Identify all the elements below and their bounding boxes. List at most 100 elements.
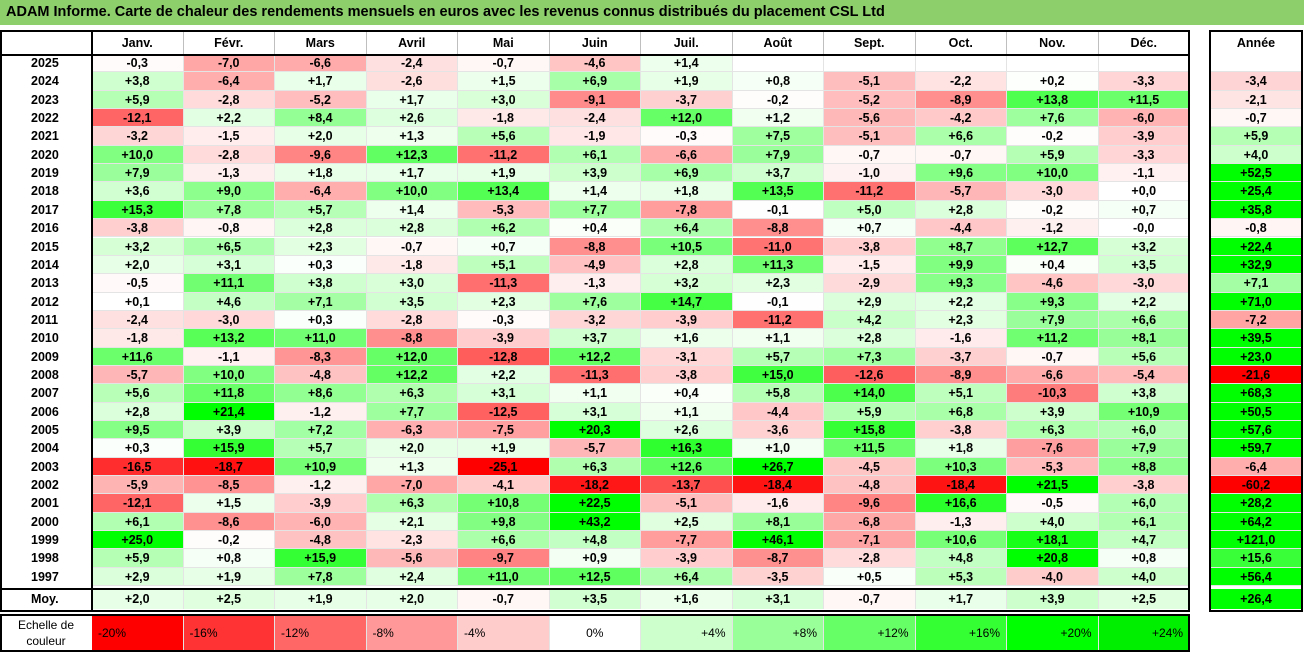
year-label: 2002	[31, 478, 59, 493]
heatmap-cell: +9,3	[1007, 292, 1099, 311]
heatmap-cell	[1098, 54, 1190, 73]
annual-cell: +64,2	[1211, 512, 1301, 532]
scale-swatch: 0%	[549, 616, 641, 650]
heatmap-cell: -1,6	[732, 494, 824, 513]
heatmap-cell: +11,0	[458, 567, 550, 587]
heatmap-cell: +3,0	[366, 274, 458, 293]
heatmap-cell: -4,1	[458, 476, 550, 495]
heatmap-cell: +6,1	[549, 145, 641, 165]
heatmap-cell: -3,8	[641, 365, 733, 385]
heatmap-cell: -3,5	[732, 567, 824, 587]
heatmap-cell: +3,8	[92, 72, 184, 91]
heatmap-cell: +11,2	[1007, 329, 1099, 348]
heatmap-cell: +1,3	[366, 127, 458, 146]
heatmap-cell: +5,8	[732, 384, 824, 403]
heatmap-cell: +12,2	[549, 347, 641, 366]
heatmap-cell: +5,7	[275, 200, 367, 220]
heatmap-cell: -3,9	[458, 329, 550, 348]
month-header: Juil.	[641, 32, 733, 54]
heatmap-cell: -3,7	[915, 347, 1007, 366]
heatmap-cell: +11,8	[183, 384, 275, 403]
heatmap-cell: -16,5	[92, 457, 184, 477]
average-cell: +1,9	[275, 589, 367, 610]
heatmap-cell: +6,2	[458, 219, 550, 238]
year-label: 1998	[31, 551, 59, 566]
heatmap-cell: +0,7	[458, 237, 550, 256]
scale-swatch: -12%	[275, 616, 367, 650]
annual-cell: +59,7	[1211, 439, 1301, 458]
heatmap-cell	[1007, 54, 1099, 73]
heatmap-cell: +3,0	[458, 90, 550, 110]
heatmap-cell: +8,1	[1098, 329, 1190, 348]
heatmap-cell: +0,8	[732, 72, 824, 91]
heatmap-cell: +3,2	[1098, 237, 1190, 256]
heatmap-cell: -2,4	[92, 310, 184, 330]
heatmap-cell: +8,7	[915, 237, 1007, 256]
heatmap-cell: +13,2	[183, 329, 275, 348]
heatmap-cell: +1,8	[641, 182, 733, 201]
scale-label: Echelle de couleur	[17, 618, 75, 648]
heatmap-cell: -9,6	[824, 494, 916, 513]
heatmap-cell: +1,1	[641, 402, 733, 421]
heatmap-cell: +2,1	[366, 512, 458, 532]
heatmap-cell: +2,3	[275, 237, 367, 256]
heatmap-cell: +9,8	[458, 512, 550, 532]
heatmap-cell: -1,8	[92, 329, 184, 348]
heatmap-cell: +6,3	[366, 384, 458, 403]
heatmap-cell: +5,7	[275, 439, 367, 458]
annual-cell: +35,8	[1211, 200, 1301, 220]
heatmap-cell: -3,9	[1098, 127, 1190, 146]
average-label: Moy.	[31, 592, 59, 607]
heatmap-cell: +0,8	[183, 549, 275, 568]
heatmap-cell: +7,1	[275, 292, 367, 311]
heatmap-cell: +15,3	[92, 200, 184, 220]
year-label: 1997	[31, 569, 59, 584]
month-header: Mars	[275, 32, 367, 54]
heatmap-cell: -0,7	[915, 145, 1007, 165]
year-label: 2009	[31, 349, 59, 364]
heatmap-cell: -1,9	[549, 127, 641, 146]
heatmap-cell: +1,9	[458, 164, 550, 183]
heatmap-cell: +3,8	[1098, 384, 1190, 403]
heatmap-cell: +6,1	[1098, 512, 1190, 532]
average-cell: -0,7	[458, 589, 550, 610]
heatmap-cell: -5,3	[1007, 457, 1099, 477]
heatmap-cell: +0,0	[1098, 182, 1190, 201]
heatmap-cell: +4,7	[1098, 531, 1190, 550]
heatmap-cell: +12,5	[549, 567, 641, 587]
heatmap-cell: +6,5	[183, 237, 275, 256]
heatmap-cell: +0,2	[1007, 72, 1099, 91]
annual-cell: +68,3	[1211, 384, 1301, 403]
heatmap-cell: +2,2	[1098, 292, 1190, 311]
heatmap-cell: +6,3	[366, 494, 458, 513]
average-cell: +3,9	[1007, 589, 1099, 610]
heatmap-cell: +5,6	[458, 127, 550, 146]
annual-cell: +7,1	[1211, 274, 1301, 293]
heatmap-cell: -4,8	[275, 365, 367, 385]
heatmap-cell: -1,3	[183, 164, 275, 183]
heatmap-cell: +5,1	[915, 384, 1007, 403]
heatmap-cell: +2,4	[366, 567, 458, 587]
heatmap-cell: +15,9	[183, 439, 275, 458]
average-cell: -0,7	[824, 589, 916, 610]
heatmap-cell: +26,7	[732, 457, 824, 477]
heatmap-cell: -2,4	[549, 109, 641, 128]
heatmap-cell: +7,7	[366, 402, 458, 421]
heatmap-cell: -0,7	[824, 145, 916, 165]
heatmap-cell: -18,2	[549, 476, 641, 495]
heatmap-cell: +1,4	[366, 200, 458, 220]
heatmap-cell: +3,2	[92, 237, 184, 256]
heatmap-cell: -8,6	[183, 512, 275, 532]
heatmap-cell: -0,1	[732, 200, 824, 220]
heatmap-cell: -6,0	[1098, 109, 1190, 128]
heatmap-cell: -8,5	[183, 476, 275, 495]
heatmap-cell: -0,7	[366, 237, 458, 256]
year-label: 2023	[31, 92, 59, 107]
heatmap-cell: +7,3	[824, 347, 916, 366]
annual-cell: +15,6	[1211, 549, 1301, 568]
heatmap-cell: -3,1	[641, 347, 733, 366]
heatmap-cell: +5,6	[1098, 347, 1190, 366]
heatmap-cell: -1,3	[915, 512, 1007, 532]
heatmap-cell: +10,0	[1007, 164, 1099, 183]
heatmap-cell: -3,6	[732, 421, 824, 440]
